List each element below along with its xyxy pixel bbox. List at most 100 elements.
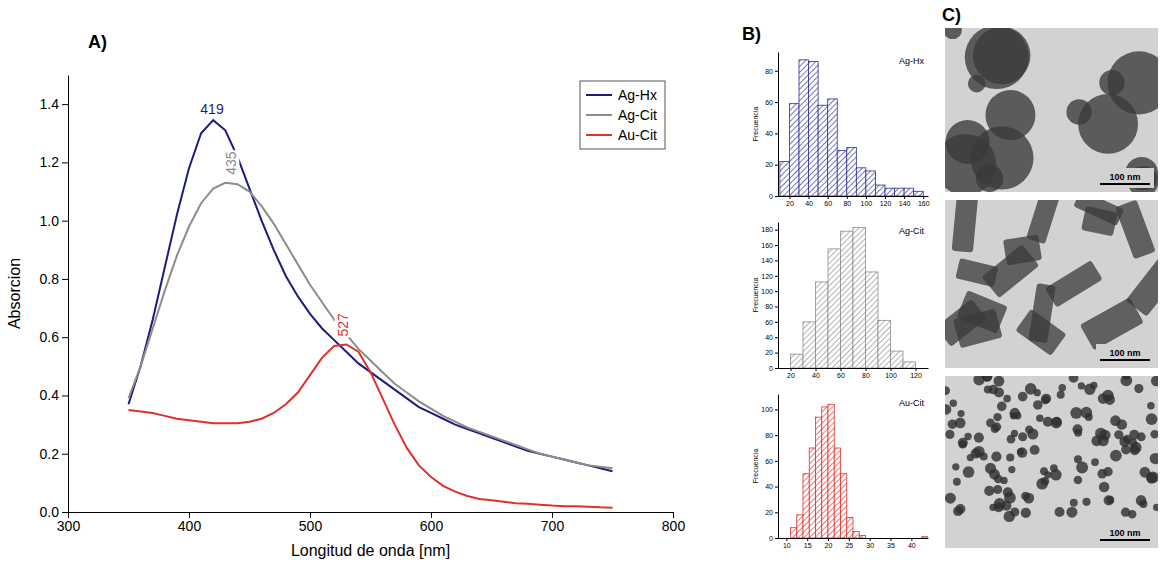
scale-bar: 100 nm: [1096, 168, 1154, 188]
x-axis-title: Longitud de onda [nm]: [291, 542, 450, 559]
tick-mark: [866, 368, 867, 371]
particle: [974, 433, 984, 443]
particle: [997, 402, 1007, 412]
annotation-text: 419: [200, 101, 224, 117]
particle: [1097, 469, 1106, 478]
series-line: [129, 183, 613, 469]
tick: 160: [918, 196, 930, 207]
tick-label: 140: [899, 200, 911, 207]
tick: 40: [908, 538, 916, 549]
bar: [897, 538, 903, 539]
particle: [967, 454, 974, 461]
particle: [1151, 376, 1158, 386]
tick: 20: [786, 196, 794, 207]
tick-mark: [775, 165, 778, 166]
micrograph: 100 nm: [936, 188, 1164, 368]
tick-label: 80: [765, 303, 773, 310]
scale-bar-label: 100 nm: [1109, 172, 1140, 182]
tick-mark: [775, 307, 778, 308]
particle: [1146, 413, 1158, 425]
particle: [1072, 424, 1082, 434]
panel-label: A): [88, 32, 107, 52]
bar: [780, 162, 790, 196]
particle: [1130, 442, 1141, 453]
y-axis-title: Frecuencia: [752, 107, 759, 142]
particle: [945, 430, 954, 439]
particle: [955, 418, 966, 429]
x-axis: 20406080100120: [779, 368, 929, 379]
bar: [884, 538, 890, 539]
tick-label: 0.4: [40, 387, 60, 403]
tick-label: 120: [910, 372, 922, 379]
tick: 60: [824, 196, 832, 207]
bar: [909, 538, 915, 539]
chart-title: Ag-Cit: [899, 226, 925, 236]
tick-label: 0: [769, 535, 773, 542]
bar: [816, 282, 829, 368]
bar: [866, 538, 872, 539]
tick: 60: [765, 319, 778, 326]
tick: 1.2: [40, 154, 68, 170]
particle: [976, 165, 1003, 192]
tick: 1.4: [40, 96, 68, 112]
tick: 80: [765, 68, 778, 75]
tick: 20: [765, 161, 778, 168]
tick-mark: [809, 196, 810, 199]
tick: 35: [887, 538, 895, 549]
tick: 140: [761, 257, 778, 264]
legend-swatch: [586, 94, 612, 96]
tick-mark: [911, 538, 912, 541]
tick-mark: [775, 260, 778, 261]
particle: [965, 28, 1029, 89]
bar: [891, 538, 897, 539]
particle: [946, 120, 990, 164]
bar: [791, 354, 804, 368]
tick-label: 35: [887, 542, 895, 549]
tick: 20: [787, 368, 795, 379]
particle: [1055, 507, 1065, 517]
tick-mark: [775, 487, 778, 488]
tick-mark: [775, 368, 778, 369]
bar: [841, 231, 854, 368]
legend-swatch: [586, 114, 612, 116]
tick: 0.6: [40, 329, 68, 345]
tick: 0.4: [40, 387, 68, 403]
tick: 40: [765, 334, 778, 341]
micrograph-area: [945, 376, 1158, 548]
tick-label: 40: [765, 130, 773, 137]
particle: [1105, 394, 1115, 404]
axis-line: [69, 512, 674, 513]
particle: [1078, 382, 1085, 389]
tick-mark: [775, 322, 778, 323]
tick-label: 40: [765, 483, 773, 490]
tick-label: 80: [862, 372, 870, 379]
bar: [885, 188, 895, 196]
tick-mark: [866, 196, 867, 199]
particle: [1000, 477, 1007, 484]
annotation-text: 435: [223, 151, 239, 175]
tick-label: 0: [769, 365, 773, 372]
plot-area: [780, 60, 923, 196]
tick: 0.2: [40, 446, 68, 462]
tick: 15: [804, 538, 812, 549]
bar: [834, 448, 840, 538]
tick-label: 700: [541, 518, 565, 534]
tick-label: 800: [662, 518, 686, 534]
tick-mark: [904, 196, 905, 199]
particle: [1006, 453, 1014, 461]
bar: [853, 227, 866, 368]
tick-label: 0: [769, 193, 773, 200]
y-axis-title: Frecuencia: [752, 449, 759, 484]
scale-bar-line: [1100, 183, 1150, 185]
panel-label: C): [942, 5, 961, 25]
particle: [1010, 412, 1017, 419]
annotation-background: [223, 150, 239, 176]
micrograph: 100 nm: [941, 371, 1162, 548]
bar: [799, 60, 809, 196]
bar: [828, 99, 838, 196]
tick: 20: [765, 509, 778, 516]
tick: 80: [843, 196, 851, 207]
tick-label: 600: [420, 518, 444, 534]
tick-label: 0.0: [40, 504, 60, 520]
tick-label: 500: [299, 518, 323, 534]
